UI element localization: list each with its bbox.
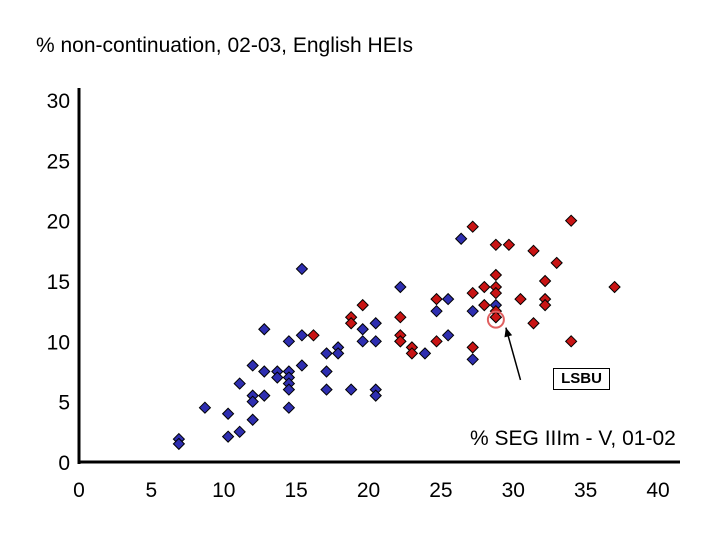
data-point-series-2 bbox=[489, 286, 503, 300]
data-point-series-1 bbox=[369, 389, 382, 402]
data-point-series-2 bbox=[564, 214, 578, 227]
x-axis-label: % SEG IIIm - V, 01-02 bbox=[470, 427, 676, 450]
highlight-arrow bbox=[505, 327, 522, 381]
data-point-series-2 bbox=[394, 335, 407, 348]
y-tick-label: 15 bbox=[47, 271, 70, 294]
data-point-series-2 bbox=[527, 244, 540, 258]
data-point-series-1 bbox=[320, 365, 333, 378]
data-point-series-1 bbox=[369, 335, 382, 348]
data-points bbox=[172, 214, 621, 451]
data-point-series-2 bbox=[430, 292, 443, 306]
data-point-series-1 bbox=[258, 389, 271, 402]
data-point-series-2 bbox=[466, 220, 479, 233]
x-tick-label: 10 bbox=[212, 479, 235, 502]
x-tick-label: 15 bbox=[284, 479, 307, 502]
data-point-series-1 bbox=[271, 371, 284, 384]
x-tick-label: 40 bbox=[646, 479, 669, 502]
data-point-series-1 bbox=[320, 383, 333, 396]
y-tick-label: 0 bbox=[58, 452, 70, 475]
data-point-series-2 bbox=[538, 298, 552, 312]
data-point-series-1 bbox=[344, 383, 358, 396]
axes bbox=[77, 88, 680, 464]
highlight-arrowhead bbox=[504, 327, 513, 338]
y-tick-label: 5 bbox=[58, 392, 70, 415]
data-point-series-1 bbox=[369, 317, 382, 330]
data-point-series-2 bbox=[489, 268, 503, 282]
data-point-series-1 bbox=[246, 413, 259, 426]
data-point-series-1 bbox=[418, 347, 432, 360]
data-point-series-2 bbox=[489, 238, 503, 252]
data-point-series-2 bbox=[466, 341, 479, 354]
y-tick-label: 30 bbox=[47, 90, 70, 113]
data-point-series-1 bbox=[454, 232, 468, 245]
data-point-series-1 bbox=[295, 262, 309, 276]
data-point-series-2 bbox=[550, 256, 563, 270]
data-point-series-1 bbox=[466, 304, 479, 318]
data-point-series-1 bbox=[282, 401, 296, 414]
tick-labels: 0 5 10 15 20 25 30 0 5 10 15 20 25 30 35 40 bbox=[47, 90, 670, 502]
data-point-series-2 bbox=[405, 347, 419, 360]
data-point-series-1 bbox=[394, 280, 407, 294]
data-point-series-2 bbox=[527, 317, 540, 330]
lsbu-label: LSBU bbox=[553, 368, 610, 390]
data-point-series-2 bbox=[394, 310, 407, 324]
data-point-series-2 bbox=[489, 310, 503, 324]
data-point-series-1 bbox=[221, 430, 235, 443]
data-point-series-1 bbox=[466, 353, 479, 366]
x-tick-label: 0 bbox=[73, 479, 85, 502]
data-point-series-2 bbox=[356, 298, 369, 312]
data-point-series-1 bbox=[258, 323, 271, 336]
data-point-series-2 bbox=[466, 286, 479, 300]
y-tick-label: 25 bbox=[47, 150, 70, 173]
x-tick-label: 5 bbox=[146, 479, 158, 502]
data-point-series-2 bbox=[478, 298, 491, 312]
data-point-series-1 bbox=[295, 329, 309, 342]
data-point-series-2 bbox=[478, 280, 491, 294]
highlight-circle bbox=[486, 310, 505, 329]
data-point-series-1 bbox=[198, 401, 212, 414]
data-point-series-2 bbox=[430, 335, 443, 348]
data-point-series-1 bbox=[233, 377, 246, 390]
annotation bbox=[486, 310, 522, 381]
y-tick-label: 10 bbox=[47, 331, 70, 354]
data-point-series-2 bbox=[502, 238, 516, 252]
data-point-series-2 bbox=[608, 280, 621, 294]
data-point-series-2 bbox=[538, 274, 552, 288]
data-point-series-1 bbox=[295, 359, 309, 372]
data-point-series-1 bbox=[331, 347, 345, 360]
data-point-series-1 bbox=[356, 335, 369, 348]
data-point-series-1 bbox=[246, 395, 259, 408]
data-point-series-2 bbox=[514, 292, 527, 306]
data-point-series-1 bbox=[282, 335, 296, 348]
data-point-series-1 bbox=[320, 347, 333, 360]
chart-title: % non-continuation, 02-03, English HEIs bbox=[36, 34, 414, 57]
data-point-series-1 bbox=[356, 323, 369, 336]
x-tick-label: 20 bbox=[357, 479, 380, 502]
data-point-series-1 bbox=[246, 359, 259, 372]
data-point-series-1 bbox=[172, 437, 186, 451]
x-tick-label: 35 bbox=[574, 479, 597, 502]
data-point-series-1 bbox=[282, 383, 296, 396]
x-tick-label: 25 bbox=[429, 479, 452, 502]
data-point-series-2 bbox=[307, 329, 320, 342]
y-tick-label: 20 bbox=[47, 211, 70, 234]
data-point-series-2 bbox=[564, 335, 578, 348]
data-point-series-1 bbox=[258, 365, 271, 378]
data-point-series-1 bbox=[233, 425, 246, 439]
data-point-series-1 bbox=[430, 304, 443, 318]
data-point-series-1 bbox=[441, 292, 455, 306]
x-tick-label: 30 bbox=[502, 479, 525, 502]
data-point-series-1 bbox=[221, 407, 235, 420]
data-point-series-1 bbox=[441, 329, 455, 342]
data-point-series-2 bbox=[344, 317, 358, 330]
